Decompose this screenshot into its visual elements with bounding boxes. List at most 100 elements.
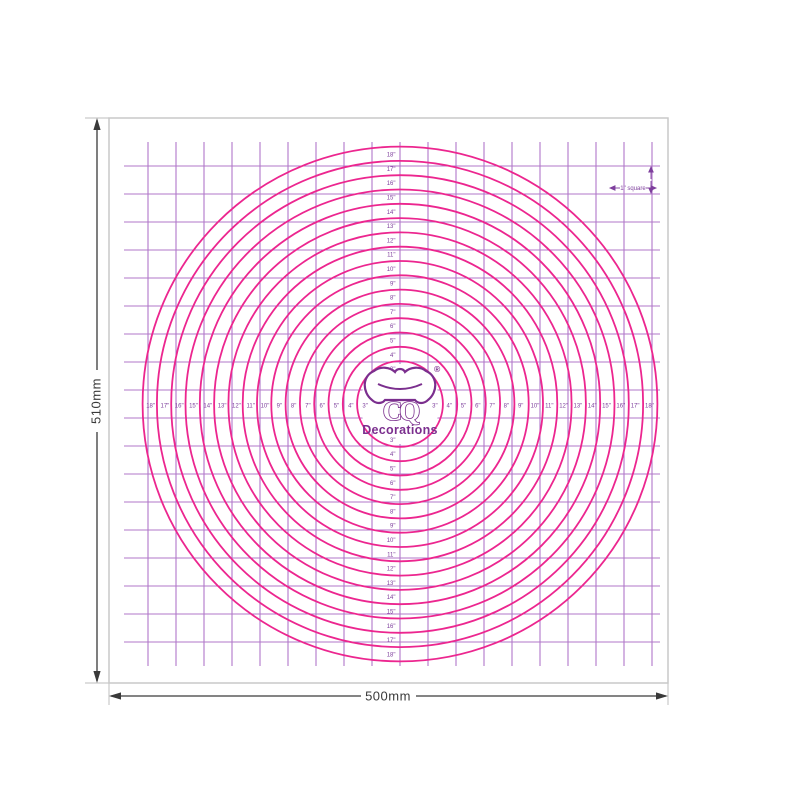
chef-hat-smile-curve bbox=[377, 383, 423, 390]
diameter-label-bottom: 16" bbox=[387, 624, 396, 630]
diameter-label-left: 18" bbox=[146, 404, 155, 410]
diameter-label-right: 4" bbox=[446, 404, 451, 410]
diameter-label-bottom: 14" bbox=[387, 595, 396, 601]
registered-trademark-symbol: ® bbox=[434, 364, 441, 374]
diameter-label-top: 13" bbox=[387, 224, 396, 230]
logo-monogram: CQ bbox=[383, 396, 419, 426]
arrow-down-icon bbox=[648, 187, 654, 195]
diameter-label-top: 12" bbox=[387, 238, 396, 244]
diameter-label-top: 17" bbox=[387, 167, 396, 173]
brand-logo: CQ ® Decorations bbox=[362, 364, 441, 437]
one-inch-square-annotation: 1" square bbox=[608, 165, 658, 195]
dimension-arrow-right-icon bbox=[656, 692, 668, 700]
diameter-label-top: 4" bbox=[390, 353, 395, 359]
diameter-circle bbox=[298, 302, 501, 505]
diameter-circle bbox=[141, 145, 659, 663]
diameter-circle bbox=[170, 174, 630, 634]
diameter-label-bottom: 13" bbox=[387, 581, 396, 587]
width-dimension-label: 500mm bbox=[365, 689, 411, 704]
arrow-left-icon bbox=[608, 185, 616, 191]
diameter-label-left: 17" bbox=[160, 404, 169, 410]
diameter-label-bottom: 7" bbox=[390, 495, 395, 501]
diameter-circle bbox=[256, 260, 544, 548]
grid-and-circles bbox=[124, 142, 660, 666]
diameter-label-right: 13" bbox=[573, 404, 582, 410]
diameter-label-left: 16" bbox=[175, 404, 184, 410]
diameter-label-top: 15" bbox=[387, 196, 396, 202]
diameter-label-left: 6" bbox=[319, 404, 324, 410]
diameter-circle bbox=[227, 231, 573, 577]
width-dimension: 500mm bbox=[109, 688, 668, 704]
diameter-label-left: 3" bbox=[362, 404, 367, 410]
diameter-label-left: 5" bbox=[334, 404, 339, 410]
diameter-label-top: 9" bbox=[390, 281, 395, 287]
diameter-label-bottom: 10" bbox=[387, 538, 396, 544]
diameter-label-left: 15" bbox=[189, 404, 198, 410]
diameter-label-top: 6" bbox=[390, 324, 395, 330]
diameter-circle bbox=[270, 274, 530, 534]
diameter-label-right: 17" bbox=[631, 404, 640, 410]
diameter-label-left: 4" bbox=[348, 404, 353, 410]
diameter-circle bbox=[313, 317, 487, 491]
diameter-circle bbox=[241, 245, 559, 563]
diameter-label-bottom: 18" bbox=[387, 652, 396, 658]
chef-hat-icon bbox=[363, 366, 437, 405]
diameter-label-right: 14" bbox=[588, 404, 597, 410]
diameter-label-top: 8" bbox=[390, 296, 395, 302]
diameter-label-right: 16" bbox=[616, 404, 625, 410]
diameter-label-bottom: 9" bbox=[390, 524, 395, 530]
diameter-label-top: 11" bbox=[387, 253, 395, 259]
diameter-label-right: 6" bbox=[475, 404, 480, 410]
diameter-label-right: 11" bbox=[545, 404, 553, 410]
diameter-label-left: 10" bbox=[261, 404, 270, 410]
diameter-label-bottom: 4" bbox=[390, 452, 395, 458]
diameter-label-top: 18" bbox=[387, 153, 396, 159]
diameter-label-right: 8" bbox=[504, 404, 509, 410]
diameter-label-left: 13" bbox=[218, 404, 227, 410]
diameter-label-right: 15" bbox=[602, 404, 611, 410]
arrow-up-icon bbox=[648, 165, 654, 173]
diameter-label-left: 12" bbox=[232, 404, 241, 410]
diameter-circle bbox=[356, 360, 444, 448]
diameter-label-right: 10" bbox=[531, 404, 540, 410]
diameter-circle bbox=[198, 202, 602, 606]
diameter-circle bbox=[184, 188, 616, 620]
diameter-label-bottom: 11" bbox=[387, 552, 395, 558]
diameter-label-left: 9" bbox=[277, 404, 282, 410]
diameter-label-bottom: 12" bbox=[387, 567, 396, 573]
diameter-label-bottom: 17" bbox=[387, 638, 396, 644]
diameter-circle bbox=[341, 345, 459, 463]
dimension-arrow-left-icon bbox=[109, 692, 121, 700]
diameter-label-left: 8" bbox=[291, 404, 296, 410]
diameter-label-right: 9" bbox=[518, 404, 523, 410]
diameter-label-bottom: 6" bbox=[390, 481, 395, 487]
diameter-label-top: 14" bbox=[387, 210, 396, 216]
logo-wordmark: Decorations bbox=[362, 423, 438, 437]
diameter-label-left: 14" bbox=[203, 404, 212, 410]
diameter-label-right: 18" bbox=[645, 404, 654, 410]
diameter-label-bottom: 8" bbox=[390, 509, 395, 515]
diameter-label-bottom: 15" bbox=[387, 610, 396, 616]
diameter-label-right: 7" bbox=[489, 404, 494, 410]
diameter-label-top: 7" bbox=[390, 310, 395, 316]
diameter-label-top: 5" bbox=[390, 339, 395, 345]
diameter-label-right: 3" bbox=[432, 404, 437, 410]
diameter-label-top: 16" bbox=[387, 181, 396, 187]
height-dimension-label: 510mm bbox=[88, 378, 103, 424]
diameter-label-bottom: 5" bbox=[390, 467, 395, 473]
diameter-circle bbox=[213, 217, 587, 591]
dimension-arrow-down-icon bbox=[93, 671, 101, 683]
height-dimension: 510mm bbox=[88, 118, 105, 683]
diameter-label-right: 5" bbox=[461, 404, 466, 410]
dimension-arrow-up-icon bbox=[93, 118, 101, 130]
square-size-label: 1" square bbox=[620, 186, 646, 192]
diameter-circle bbox=[327, 331, 473, 477]
diameter-label-top: 10" bbox=[387, 267, 396, 273]
diameter-labels: 3"3"3"3"4"4"4"4"5"5"5"5"6"6"6"6"7"7"7"7"… bbox=[146, 153, 654, 659]
diameter-circle bbox=[155, 159, 645, 649]
diameter-label-right: 12" bbox=[559, 404, 568, 410]
diameter-label-left: 11" bbox=[247, 404, 255, 410]
diameter-label-bottom: 3" bbox=[390, 438, 395, 444]
